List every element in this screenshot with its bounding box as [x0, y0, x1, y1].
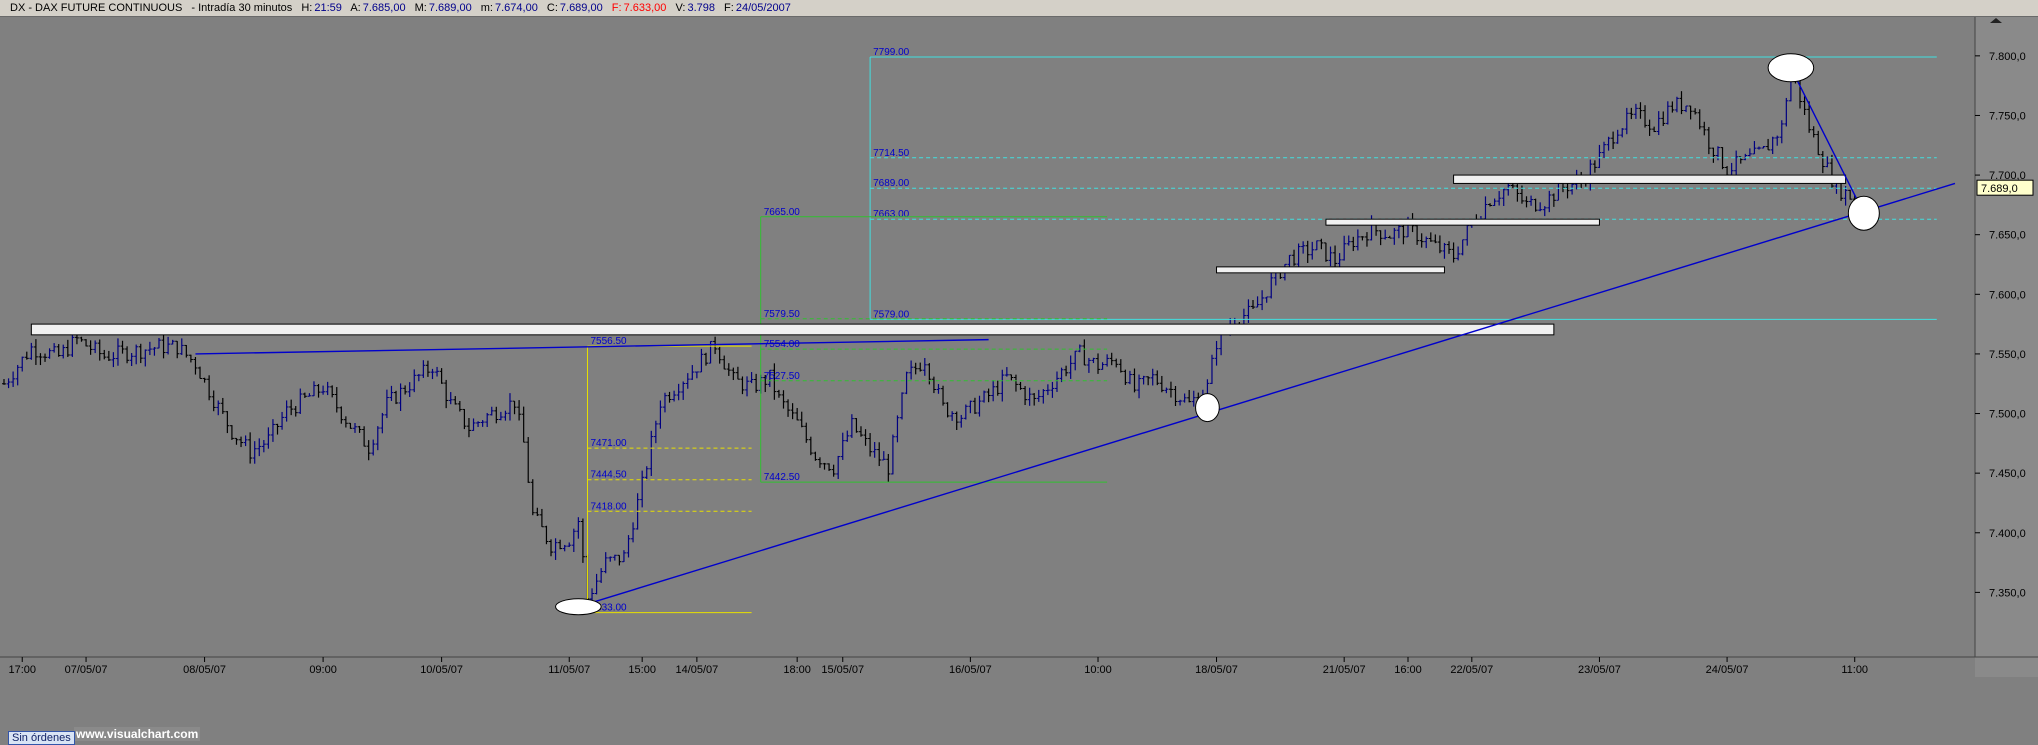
fib-level-label: 7556.50: [590, 336, 627, 347]
max-label: M:: [414, 2, 427, 14]
time-tick-label: 22/05/07: [1450, 664, 1493, 676]
fib-level-label: 7471.00: [590, 438, 627, 449]
price-tick-label: 7.350,0: [1989, 587, 2026, 599]
time-tick-label: 11/05/07: [548, 664, 590, 676]
time-tick-label: 17:00: [8, 664, 36, 676]
highlight-ellipse: [1195, 393, 1220, 423]
time-tick-label: 10:00: [1084, 664, 1112, 676]
support-zone: [1216, 266, 1445, 274]
price-tick-label: 7.400,0: [1989, 528, 2026, 540]
fib-level-label: 7333.00: [590, 603, 627, 614]
time-tick-label: 10/05/07: [420, 664, 463, 676]
fib-green: 7665.00 7579.50 7554.00 7527.50 7442.50: [760, 207, 1108, 483]
price-tick-label: 7.500,0: [1989, 409, 2026, 421]
price-tick-label: 7.450,0: [1989, 468, 2026, 480]
fib-level-label: 7444.50: [590, 470, 627, 481]
fib-level-label: 7663.00: [873, 209, 910, 220]
plot-area: [0, 17, 1975, 657]
chart-title-bar: DX - DAX FUTURE CONTINUOUS - Intradía 30…: [0, 0, 2038, 17]
interval-label: - Intradía 30 minutos: [191, 2, 293, 14]
trendline: [1790, 67, 1865, 214]
highlight-ellipse: [555, 598, 602, 616]
high-label: H:: [301, 2, 313, 14]
date-value: 24/05/2007: [735, 2, 791, 14]
fib-level-label: 7554.00: [764, 339, 801, 350]
time-tick-label: 18:00: [783, 664, 811, 676]
price-tick-label: 7.600,0: [1989, 289, 2026, 301]
orders-button[interactable]: Sin órdenes: [8, 731, 75, 745]
time-tick-label: 11:00: [1841, 664, 1868, 676]
trendline: [195, 338, 989, 355]
time-tick-label: 14/05/07: [675, 664, 718, 676]
price-tick-label: 7.550,0: [1989, 349, 2026, 361]
min-value: 7.674,00: [495, 2, 538, 14]
fib-level-label: 7527.50: [764, 371, 801, 382]
max-value: 7.689,00: [428, 2, 472, 14]
volume-label: V:: [675, 2, 686, 14]
price-chart[interactable]: 7.350,0 7.400,0 7.450,0 7.500,0 7.550,0 7.600…: [0, 17, 2038, 677]
time-tick-label: 15/05/07: [821, 664, 864, 676]
fib-level-label: 7579.50: [764, 309, 801, 320]
high-value: 21:59: [314, 2, 342, 14]
chart-window: DX - DAX FUTURE CONTINUOUS - Intradía 30…: [0, 0, 2038, 677]
highlight-ellipse: [1847, 195, 1880, 231]
volume-value: 3.798: [687, 2, 715, 14]
time-tick-label: 23/05/07: [1578, 664, 1621, 676]
price-axis-panel: [1975, 17, 2038, 677]
time-tick-label: 21/05/07: [1323, 664, 1366, 676]
time-tick-label: 07/05/07: [65, 664, 108, 676]
time-tick-label: 09:00: [309, 664, 337, 676]
last-price-label: 7.689,0: [1981, 183, 2018, 195]
watermark: www.visualchart.com: [74, 727, 201, 741]
price-tick-label: 7.750,0: [1989, 110, 2026, 122]
fib-level-label: 7665.00: [764, 207, 801, 218]
fib-level-label: 7714.50: [873, 148, 910, 159]
price-tick-label: 7.700,0: [1989, 170, 2026, 182]
f-value: 7.633,00: [623, 2, 667, 14]
last-price-box: [1976, 179, 2034, 196]
fib-yellow: 7556.50 7471.00 7444.50 7418.00 7333.00: [586, 336, 752, 614]
fib-level-label: 7418.00: [590, 501, 627, 512]
instrument-title: DX - DAX FUTURE CONTINUOUS: [10, 2, 183, 14]
highlight-ellipse: [1767, 53, 1815, 83]
date-label: F:: [724, 2, 734, 14]
scroll-up-icon: [1990, 18, 2002, 23]
time-tick-label: 24/05/07: [1706, 664, 1749, 676]
ask-label: A:: [350, 2, 361, 14]
close-label: C:: [546, 2, 558, 14]
price-tick-label: 7.650,0: [1989, 230, 2026, 242]
trendline: [578, 182, 1956, 608]
time-tick-label: 16:00: [1394, 664, 1422, 676]
fib-level-label: 7442.50: [764, 472, 801, 483]
fib-level-label: 7689.00: [873, 178, 910, 189]
support-zone: [30, 323, 1555, 336]
time-tick-label: 15:00: [628, 664, 656, 676]
price-tick-label: 7.800,0: [1989, 51, 2026, 63]
support-zone: [1325, 218, 1600, 226]
fib-level-label: 7579.00: [873, 309, 910, 320]
time-tick-label: 16/05/07: [949, 664, 992, 676]
close-value: 7.689,00: [559, 2, 603, 14]
support-zone: [1453, 174, 1847, 184]
time-tick-label: 18/05/07: [1195, 664, 1238, 676]
time-tick-label: 08/05/07: [183, 664, 226, 676]
fib-level-label: 7799.00: [873, 47, 910, 58]
f-label: F:: [611, 2, 622, 14]
ask-value: 7.685,00: [362, 2, 406, 14]
min-label: m:: [480, 2, 493, 14]
